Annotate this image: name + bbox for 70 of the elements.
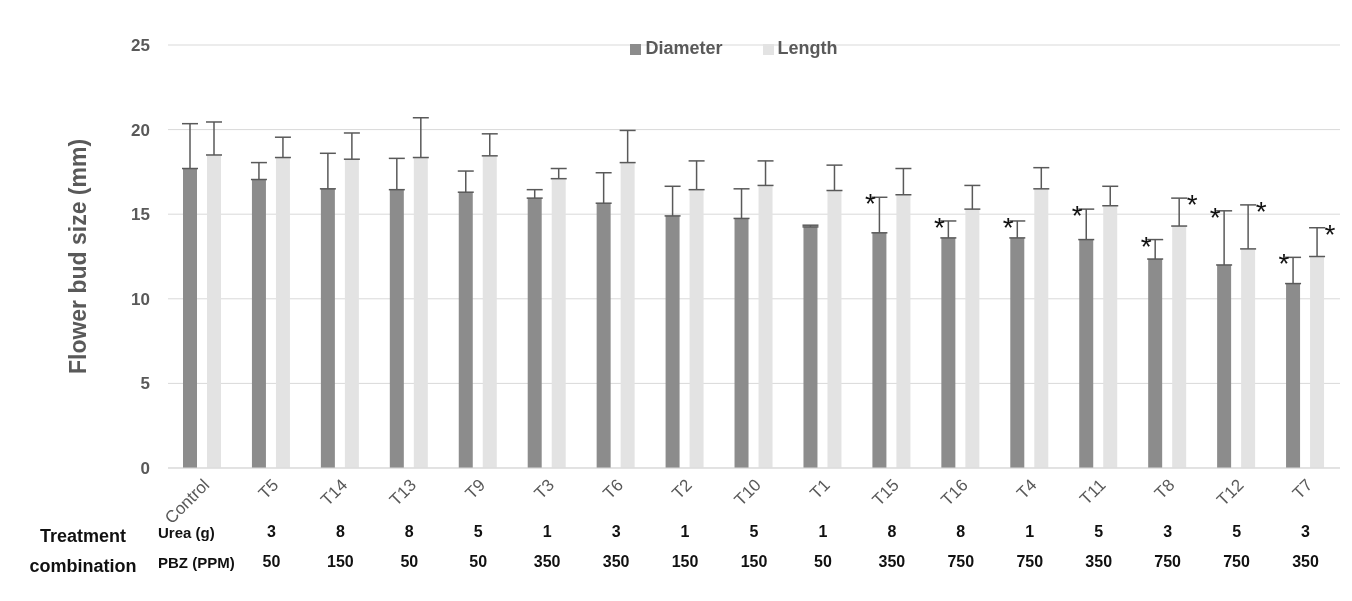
- text: 5: [472, 523, 484, 541]
- y-tick-label: 0: [140, 459, 150, 479]
- text: 150: [739, 553, 769, 571]
- y-axis-title: Flower bud size (mm): [65, 138, 92, 375]
- y-tick-label: 25: [131, 36, 150, 56]
- data-label: *: [864, 188, 876, 220]
- text: 750: [1015, 553, 1045, 571]
- x-tick-label: T3: [530, 475, 558, 503]
- data-label: *: [1186, 189, 1198, 221]
- text: 8: [955, 523, 967, 541]
- text: 1: [817, 523, 829, 541]
- legend-label: Diameter: [645, 38, 723, 58]
- data-label: *: [1324, 218, 1336, 250]
- data-label: *: [1209, 201, 1221, 233]
- y-tick-label: 5: [140, 374, 150, 394]
- text: 5: [748, 523, 760, 541]
- text: 3: [610, 523, 622, 541]
- data-label: *: [1002, 211, 1014, 243]
- text: 3: [265, 523, 277, 541]
- x-tick-label: T2: [668, 475, 696, 503]
- x-tick-label: T15: [868, 475, 903, 510]
- data-label: *: [1278, 248, 1290, 280]
- text: 8: [334, 523, 346, 541]
- text: 3: [1300, 523, 1311, 541]
- text: Urea (g): [158, 524, 215, 541]
- text: Treatment combination: [28, 525, 138, 578]
- x-tick-label: T10: [730, 475, 765, 510]
- text: 750: [1222, 553, 1251, 571]
- text: 1: [1024, 523, 1036, 541]
- text: 350: [1291, 553, 1320, 571]
- data-label: *: [1140, 230, 1152, 262]
- text: 1: [541, 523, 553, 541]
- x-tick-label: T12: [1213, 475, 1248, 510]
- text: 1: [679, 523, 691, 541]
- text: 50: [399, 553, 420, 571]
- x-tick-label: T16: [937, 475, 972, 510]
- text: 350: [532, 553, 562, 571]
- text: 5: [1093, 523, 1105, 541]
- y-tick-label: 15: [131, 205, 150, 225]
- x-tick-label: T14: [317, 475, 352, 510]
- data-label: *: [1071, 200, 1083, 232]
- text: 50: [468, 553, 489, 571]
- x-tick-label: T8: [1151, 475, 1179, 503]
- text: 8: [886, 523, 898, 541]
- legend-label: Length: [777, 38, 838, 58]
- text: 50: [261, 553, 282, 571]
- text: 350: [601, 553, 631, 571]
- text: 8: [403, 523, 415, 541]
- text: 350: [1084, 553, 1114, 571]
- y-tick-label: 20: [131, 120, 150, 140]
- x-tick-label: T4: [1013, 475, 1041, 503]
- x-tick-label: T9: [461, 475, 490, 503]
- text: 150: [326, 553, 355, 571]
- text: 5: [1231, 523, 1243, 541]
- text: 150: [670, 553, 700, 571]
- text: 3: [1162, 523, 1174, 541]
- text: 750: [946, 553, 976, 571]
- data-label: *: [933, 211, 945, 243]
- text: 50: [813, 553, 833, 571]
- text: 750: [1153, 553, 1182, 571]
- x-tick-label: T1: [806, 475, 834, 503]
- x-tick-label: T11: [1076, 475, 1110, 509]
- text: PBZ (PPM): [158, 554, 235, 571]
- text: 350: [877, 553, 907, 571]
- x-tick-label: T5: [254, 475, 283, 503]
- data-label: *: [1255, 195, 1267, 227]
- y-tick-label: 10: [131, 289, 150, 309]
- x-tick-label: T13: [385, 475, 421, 510]
- x-tick-label: T6: [599, 475, 627, 503]
- x-tick-label: T7: [1288, 475, 1317, 503]
